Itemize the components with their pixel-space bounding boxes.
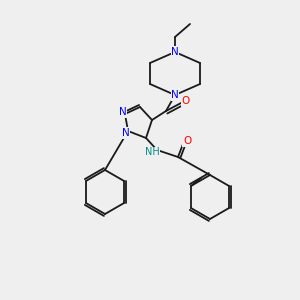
Text: O: O <box>182 96 190 106</box>
Text: N: N <box>122 128 130 138</box>
Text: N: N <box>171 90 179 100</box>
Text: O: O <box>183 136 191 146</box>
Text: NH: NH <box>145 147 159 157</box>
Text: N: N <box>171 47 179 57</box>
Text: N: N <box>119 107 127 117</box>
